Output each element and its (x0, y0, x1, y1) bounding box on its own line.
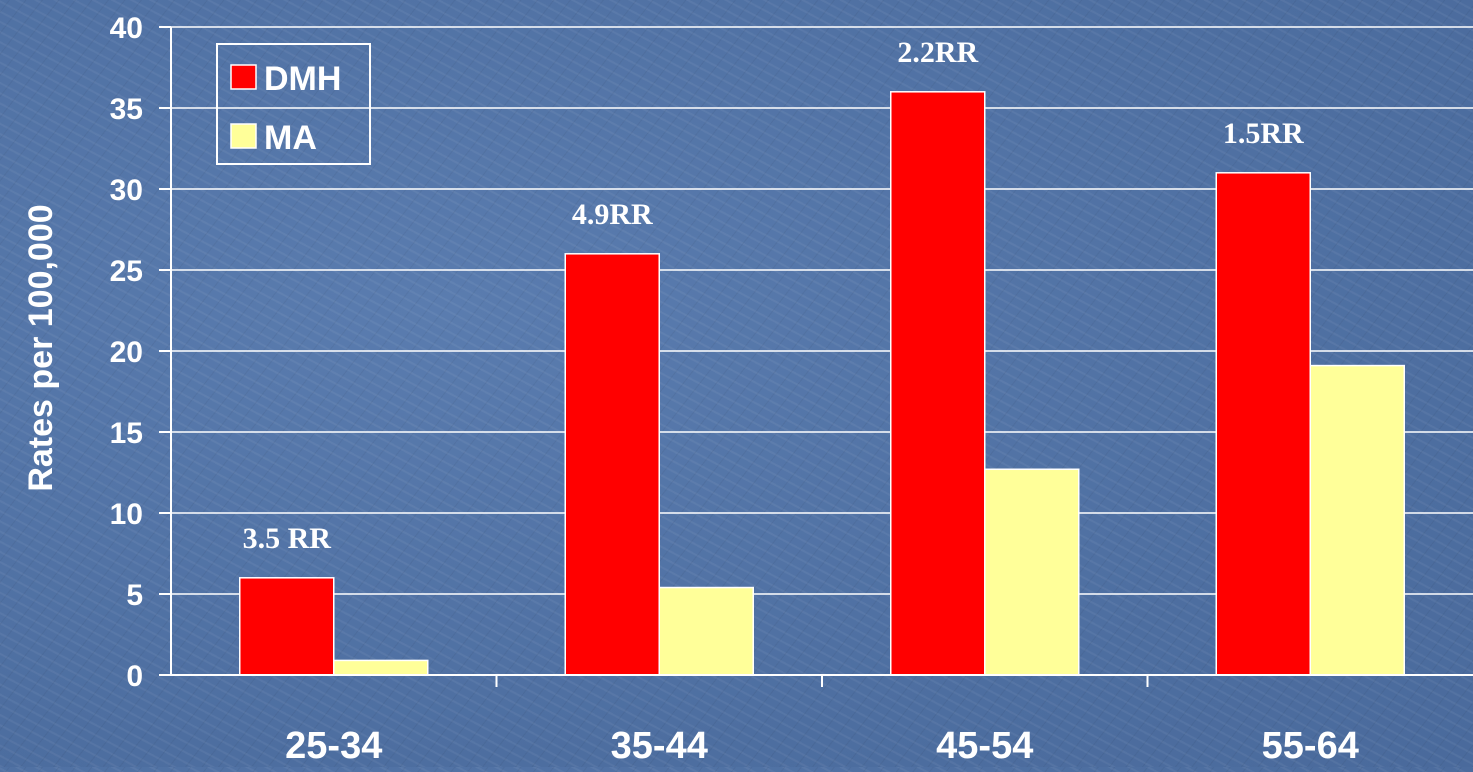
bar-ma-55-64 (1309, 364, 1405, 676)
bar-ma-45-54 (984, 468, 1080, 676)
legend-box (216, 43, 371, 165)
legend-swatch-ma (230, 123, 257, 149)
y-axis-label: Rates per 100,000 (22, 204, 60, 491)
rr-annotation: 1.5RR (1223, 117, 1304, 150)
y-tick-label: 20 (110, 336, 143, 369)
y-tick-label: 5 (126, 579, 143, 612)
labels: 0 5 10 15 20 25 30 35 40 3.5 RR 25-34 4.9RR 35-44 2.2… (110, 12, 1359, 767)
y-tick-label: 40 (110, 12, 143, 45)
gridlines (171, 26, 1473, 595)
bar-ma-25-34 (333, 659, 429, 676)
bar-dmh-25-34 (239, 577, 335, 676)
x-category-label: 35-44 (611, 725, 708, 767)
y-tick-label: 15 (110, 417, 143, 450)
x-category-label: 45-54 (936, 725, 1033, 767)
rr-annotation: 4.9RR (572, 198, 653, 231)
bar-dmh-55-64 (1215, 172, 1311, 676)
y-tick-label: 0 (126, 660, 143, 693)
bar-ma-35-44 (658, 586, 754, 676)
y-tick-label: 25 (110, 255, 143, 288)
legend-swatch-dmh (230, 64, 257, 90)
axes (159, 26, 1473, 687)
y-tick-label: 30 (110, 174, 143, 207)
rr-annotation: 2.2RR (897, 36, 978, 69)
x-category-label: 55-64 (1262, 725, 1359, 767)
legend: DMH MA (216, 43, 371, 165)
rr-annotation: 3.5 RR (243, 522, 332, 555)
y-tick-label: 10 (110, 498, 143, 531)
legend-label-dmh: DMH (264, 60, 341, 98)
bars (239, 91, 1405, 676)
legend-label-ma: MA (264, 119, 317, 157)
x-category-label: 25-34 (285, 725, 382, 767)
y-tick-label: 35 (110, 93, 143, 126)
bar-dmh-45-54 (890, 91, 986, 676)
bar-dmh-35-44 (564, 253, 660, 676)
